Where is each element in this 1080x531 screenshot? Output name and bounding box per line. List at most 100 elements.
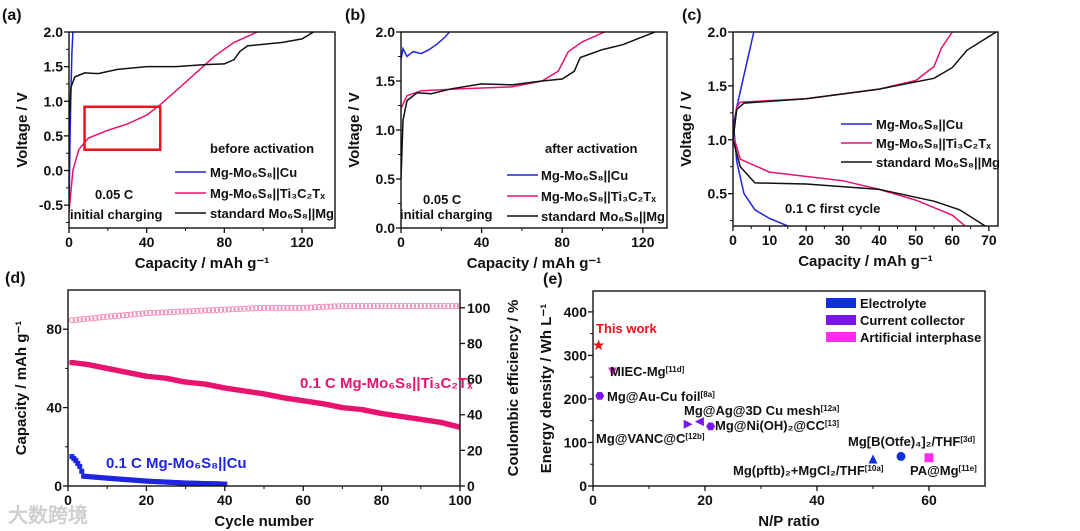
- point-ref: [11e]: [959, 464, 978, 473]
- capacity-point: [77, 463, 83, 469]
- ce-point: [327, 303, 334, 310]
- legend-label: Mg-Mo₆S₈||Ti₃C₂Tₓ: [541, 189, 656, 204]
- point-ref: [12b]: [685, 432, 704, 441]
- point-label: Mg@Ag@3D Cu mesh[12a]: [684, 403, 840, 418]
- point-label: Mg(pftb)₂+MgCl₂/THF[10a]: [733, 463, 884, 478]
- y-axis-label: Voltage / V: [14, 92, 31, 168]
- series-line-cu: [401, 32, 450, 60]
- series-line-std: [733, 32, 997, 140]
- ce-point: [119, 312, 126, 319]
- ce-point: [394, 302, 401, 310]
- legend-label: Mg-Mo₆S₈||Ti₃C₂Tₓ: [210, 186, 325, 201]
- legend-label: Mg-Mo₆S₈||Ti₃C₂Tₓ: [876, 136, 991, 151]
- point-ref: [12a]: [821, 404, 840, 413]
- ce-point: [280, 304, 287, 311]
- ce-point: [374, 302, 381, 310]
- point-label-text: Mg@VANC@C: [596, 431, 686, 446]
- plot-area: [401, 32, 656, 180]
- ce-point: [253, 305, 260, 312]
- x-tick-label: 60: [945, 232, 961, 248]
- panel-label: (d): [5, 270, 25, 287]
- ce-point: [311, 304, 319, 311]
- y-tick-label: 300: [564, 347, 588, 363]
- ce-point: [429, 302, 436, 310]
- data-point-star: [592, 339, 605, 351]
- ce-point: [194, 307, 201, 314]
- panel-annotation: before activation: [210, 141, 314, 156]
- point-ref: [11d]: [666, 365, 685, 374]
- legend-label: Mg-Mo₆S₈||Cu: [541, 168, 628, 183]
- ce-point: [307, 304, 315, 311]
- point-label: Mg@VANC@C[12b]: [596, 431, 705, 446]
- x-tick-label: 40: [474, 234, 490, 250]
- point-label: This work: [596, 321, 657, 336]
- point-label-text: Mg(pftb)₂+MgCl₂/THF: [733, 463, 865, 478]
- capacity-point: [79, 468, 85, 474]
- y-tick-label: -0.5: [39, 197, 63, 213]
- rate-annotation: initial charging: [70, 207, 163, 222]
- ce-point: [166, 308, 174, 316]
- x-tick-label: 120: [290, 234, 314, 250]
- ce-point: [143, 310, 150, 317]
- ce-point: [158, 309, 166, 316]
- y-axis-label: Capacity / mAh g⁻¹: [13, 321, 30, 456]
- x-tick-label: 0: [64, 492, 72, 508]
- ce-point: [155, 309, 162, 316]
- ce-point: [445, 302, 452, 310]
- x-axis-label: Capacity / mAh g⁻¹: [135, 255, 270, 272]
- ce-point: [174, 308, 181, 315]
- ce-point: [209, 307, 217, 314]
- point-label-text: Mg@Ag@3D Cu mesh: [684, 403, 821, 418]
- x-axis-label: N/P ratio: [758, 513, 819, 530]
- ce-point: [366, 302, 373, 310]
- ce-point: [92, 314, 99, 322]
- y-tick-label: 0: [54, 478, 62, 494]
- series-discharge-line-ti: [733, 134, 966, 226]
- ce-point: [186, 308, 193, 315]
- x-tick-label: 80: [217, 234, 233, 250]
- ce-point: [72, 316, 79, 323]
- ce-point: [292, 304, 299, 311]
- ce-point: [206, 307, 213, 314]
- y-tick-label: 2.0: [376, 24, 396, 40]
- ce-point: [241, 305, 248, 312]
- rate-annotation: 0.1 C first cycle: [785, 201, 880, 216]
- x-tick-label: 70: [981, 232, 997, 248]
- x-tick-label: 100: [448, 492, 472, 508]
- capacity-point: [457, 424, 460, 430]
- ce-point: [433, 302, 440, 310]
- plot-area: [733, 32, 997, 226]
- plot-area: [68, 302, 460, 486]
- panel-label: (c): [682, 7, 702, 24]
- ce-point: [331, 303, 338, 310]
- point-label-text: MIEC-Mg: [610, 364, 666, 379]
- y-tick-label: 0: [579, 478, 587, 494]
- ce-point: [409, 302, 417, 310]
- ce-point: [213, 306, 221, 314]
- x-tick-label: 0: [65, 234, 73, 250]
- ce-point: [343, 302, 350, 310]
- x-tick-label: 80: [554, 234, 570, 250]
- ce-point: [84, 315, 91, 322]
- data-point-triangle: [868, 454, 878, 464]
- plot-frame: [67, 289, 461, 487]
- ce-point: [225, 306, 232, 313]
- y2-tick-label: 60: [467, 371, 483, 387]
- ce-point: [256, 304, 264, 312]
- x-tick-label: 40: [217, 492, 233, 508]
- panel-label: (a): [2, 7, 22, 24]
- x-tick-label: 80: [374, 492, 390, 508]
- ce-point: [441, 302, 448, 310]
- ce-point: [276, 304, 283, 311]
- y-tick-label: 1.0: [708, 132, 728, 148]
- ce-point: [300, 304, 307, 311]
- x-axis-label: Capacity / mAh g⁻¹: [467, 255, 602, 272]
- ce-point: [131, 311, 138, 318]
- x-tick-label: 40: [139, 234, 155, 250]
- y-tick-label: 1.5: [708, 78, 728, 94]
- ce-point: [182, 308, 189, 315]
- ce-point: [347, 302, 354, 310]
- y2-tick-label: 100: [467, 300, 491, 316]
- x-tick-label: 50: [908, 232, 924, 248]
